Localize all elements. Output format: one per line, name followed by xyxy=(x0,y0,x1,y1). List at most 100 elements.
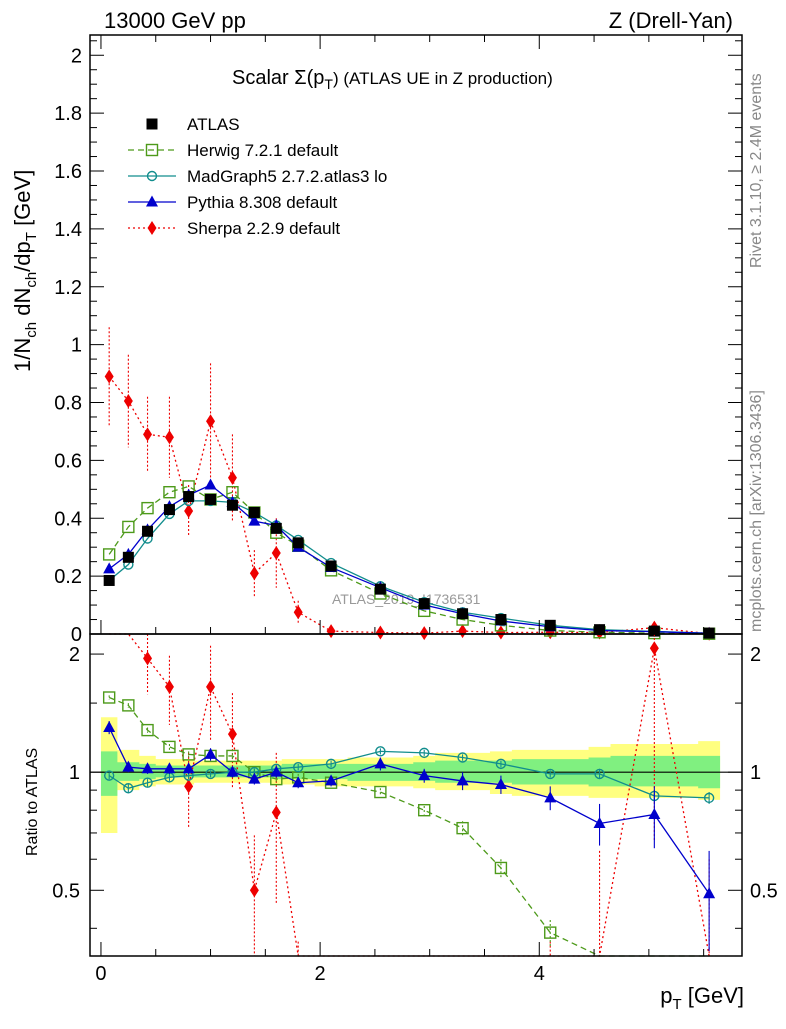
legend-label: Sherpa 2.2.9 default xyxy=(187,219,340,238)
top-point-atlas xyxy=(103,574,115,586)
ratio-plot-frame xyxy=(89,633,743,957)
top-ylabel: 1/Nch dNch/dpT [GeV] xyxy=(10,170,40,372)
ratio-point-herwig-7-2-1-default xyxy=(544,926,557,939)
ratio-ylabel: Ratio to ATLAS xyxy=(24,748,41,856)
ratio-point-pythia-8-308-default xyxy=(648,808,661,820)
top-ytick-label: 0.4 xyxy=(54,508,82,530)
top-line-herwig-7-2-1-default xyxy=(108,485,710,635)
top-point-sherpa-2-2-9-default xyxy=(249,566,259,581)
ratio-point-madgraph5-2-7-2-atlas3-lo xyxy=(103,770,115,781)
ratio-point-madgraph5-2-7-2-atlas3-lo xyxy=(205,768,216,780)
top-point-atlas xyxy=(703,627,715,639)
ratio-point-sherpa-2-2-9-default xyxy=(164,679,174,694)
legend-label: ATLAS xyxy=(187,115,240,134)
top-point-atlas xyxy=(270,522,282,534)
ratio-point-herwig-7-2-1-default xyxy=(122,699,135,712)
top-point-sherpa-2-2-9-default xyxy=(419,626,429,641)
ratio-point-herwig-7-2-1-default xyxy=(226,749,239,763)
ratio-point-pythia-8-308-default xyxy=(182,762,195,774)
xlabel: pT [GeV] xyxy=(660,983,744,1013)
ratio-point-pythia-8-308-default xyxy=(374,757,387,769)
ratio-point-pythia-8-308-default xyxy=(544,791,557,803)
ratio-ytick-label: 2 xyxy=(69,644,80,666)
top-ytick-label: 0.6 xyxy=(54,450,82,472)
top-point-herwig-7-2-1-default xyxy=(102,548,116,561)
ratio-point-herwig-7-2-1-default xyxy=(182,748,195,761)
ratio-point-madgraph5-2-7-2-atlas3-lo xyxy=(123,783,134,794)
top-point-atlas xyxy=(205,493,217,505)
top-ytick-label: 0.2 xyxy=(54,566,82,588)
ratio-point-pythia-8-308-default xyxy=(270,765,283,777)
top-point-sherpa-2-2-9-default xyxy=(227,470,237,485)
ratio-point-pythia-8-308-default xyxy=(418,769,431,781)
top-point-sherpa-2-2-9-default xyxy=(293,605,303,620)
ratio-line-herwig-7-2-1-default xyxy=(108,696,710,957)
top-point-sherpa-2-2-9-default xyxy=(104,369,114,384)
top-point-atlas xyxy=(418,598,430,610)
top-point-sherpa-2-2-9-default xyxy=(375,625,385,640)
ratio-point-sherpa-2-2-9-default xyxy=(184,779,194,794)
mcplots-label: mcplots.cern.ch [arXiv:1306.3436] xyxy=(748,390,765,632)
ratio-point-pythia-8-308-default xyxy=(204,747,217,759)
legend-label: Herwig 7.2.1 default xyxy=(187,141,338,160)
top-point-atlas xyxy=(122,551,134,563)
legend-marker xyxy=(146,195,158,207)
top-ytick-label: 0.8 xyxy=(54,393,82,415)
top-point-sherpa-2-2-9-default xyxy=(496,625,506,640)
top-line-pythia-8-308-default xyxy=(108,484,710,635)
top-ytick-label: 1 xyxy=(71,335,82,357)
ratio-point-herwig-7-2-1-default xyxy=(374,785,387,799)
ratio-point-sherpa-2-2-9-default xyxy=(649,641,659,656)
top-point-atlas xyxy=(594,624,606,636)
top-line-madgraph5-2-7-2-atlas3-lo xyxy=(108,500,710,634)
ratio-point-madgraph5-2-7-2-atlas3-lo xyxy=(375,746,386,757)
top-ytick-label: 1.2 xyxy=(54,277,82,299)
ratio-point-madgraph5-2-7-2-atlas3-lo xyxy=(325,758,337,770)
top-point-sherpa-2-2-9-default xyxy=(164,430,174,445)
ratio-stat-uncertainty-band xyxy=(100,751,721,796)
ratio-point-madgraph5-2-7-2-atlas3-lo xyxy=(419,747,430,759)
legend-label: Pythia 8.308 default xyxy=(187,193,338,212)
top-ytick-label: 0 xyxy=(71,624,82,646)
ratio-point-pythia-8-308-default xyxy=(163,762,176,774)
rivet-label: Rivet 3.1.10, ≥ 2.4M events xyxy=(748,73,765,268)
ratio-point-herwig-7-2-1-default xyxy=(456,821,469,835)
ratio-point-sherpa-2-2-9-default xyxy=(143,651,153,666)
top-point-sherpa-2-2-9-default xyxy=(458,624,468,639)
ratio-point-pythia-8-308-default xyxy=(292,776,305,788)
ratio-point-sherpa-2-2-9-default xyxy=(206,679,216,694)
legend-marker xyxy=(146,118,158,130)
top-point-atlas xyxy=(495,614,507,626)
ratio-point-pythia-8-308-default xyxy=(593,816,606,828)
xtick-label: 4 xyxy=(534,963,545,985)
ratio-point-pythia-8-308-default xyxy=(248,772,261,784)
top-point-atlas xyxy=(374,583,386,595)
header-right: Z (Drell-Yan) xyxy=(609,8,733,33)
ratio-point-sherpa-2-2-9-default xyxy=(271,805,281,820)
top-point-atlas xyxy=(163,504,175,516)
ratio-point-madgraph5-2-7-2-atlas3-lo xyxy=(293,761,304,773)
top-point-pythia-8-308-default xyxy=(204,478,217,490)
top-point-herwig-7-2-1-default xyxy=(141,501,154,515)
top-point-sherpa-2-2-9-default xyxy=(206,414,216,429)
top-point-sherpa-2-2-9-default xyxy=(326,624,336,639)
ratio-point-pythia-8-308-default xyxy=(103,720,116,732)
top-point-atlas xyxy=(226,499,238,511)
chart-title: Scalar Σ(pT) (ATLAS UE in Z production) xyxy=(232,67,553,92)
ratio-ytick-label-right: 0.5 xyxy=(750,880,778,902)
top-point-atlas xyxy=(648,625,660,637)
top-ytick-label: 1.8 xyxy=(54,103,82,125)
top-point-herwig-7-2-1-default xyxy=(122,520,135,534)
ratio-point-madgraph5-2-7-2-atlas3-lo xyxy=(142,777,153,788)
top-point-pythia-8-308-default xyxy=(103,562,116,574)
top-point-atlas xyxy=(248,506,260,518)
legend-label: MadGraph5 2.7.2.atlas3 lo xyxy=(187,167,387,186)
top-point-atlas xyxy=(292,537,304,549)
top-point-atlas xyxy=(183,491,195,503)
ratio-point-madgraph5-2-7-2-atlas3-lo xyxy=(703,792,715,804)
ratio-point-herwig-7-2-1-default xyxy=(418,803,431,817)
top-point-pythia-8-308-default xyxy=(248,514,261,526)
legend-marker xyxy=(145,143,159,157)
